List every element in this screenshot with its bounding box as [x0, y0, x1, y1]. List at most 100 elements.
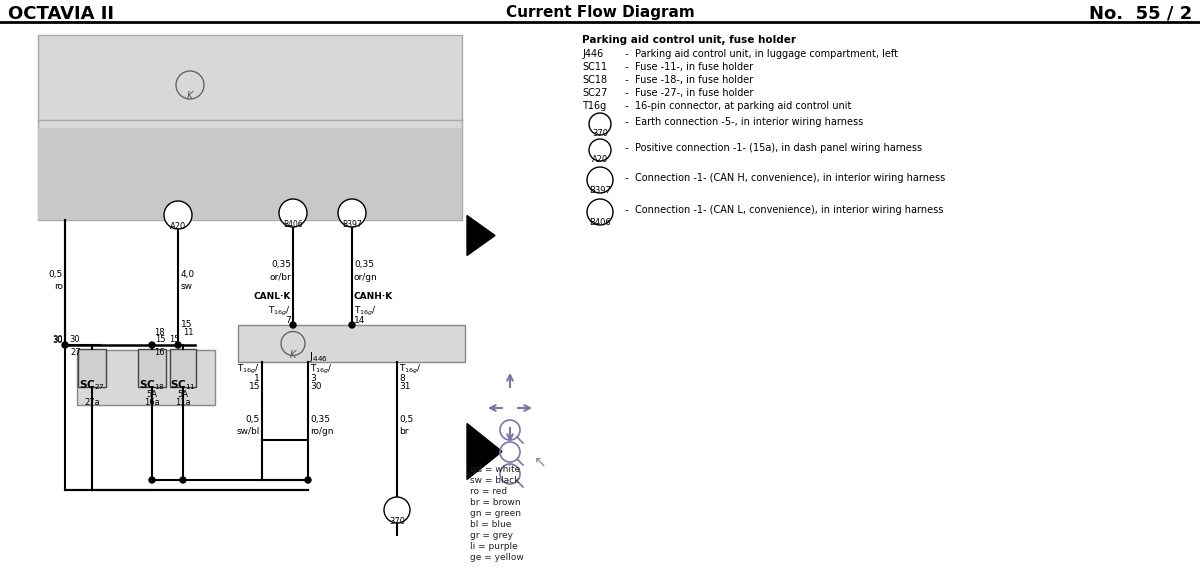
Text: 15: 15	[181, 320, 192, 329]
Text: 3: 3	[310, 374, 316, 383]
Text: SC18: SC18	[582, 75, 607, 85]
Text: Current Flow Diagram: Current Flow Diagram	[505, 5, 695, 20]
Text: K: K	[290, 350, 296, 360]
Text: 31: 31	[398, 382, 410, 391]
Text: ge = yellow: ge = yellow	[470, 553, 523, 562]
Text: br: br	[398, 427, 408, 436]
Bar	[78, 349, 106, 387]
Circle shape	[62, 342, 68, 348]
Polygon shape	[467, 215, 496, 255]
Text: 0,35: 0,35	[271, 260, 292, 269]
Circle shape	[176, 71, 204, 99]
Text: gr = grey: gr = grey	[470, 531, 514, 540]
Text: or/br: or/br	[269, 273, 292, 282]
Text: OCTAVIA II: OCTAVIA II	[8, 5, 114, 23]
Circle shape	[164, 201, 192, 229]
Text: -  Connection -1- (CAN L, convenience), in interior wiring harness: - Connection -1- (CAN L, convenience), i…	[619, 205, 943, 215]
Text: ro: ro	[54, 282, 64, 291]
Text: CANH·K: CANH·K	[354, 292, 394, 301]
Text: -  Fuse -11-, in fuse holder: - Fuse -11-, in fuse holder	[619, 62, 754, 72]
Circle shape	[338, 199, 366, 227]
Text: 16: 16	[154, 348, 164, 357]
Circle shape	[589, 113, 611, 135]
Text: 0,5: 0,5	[398, 415, 413, 424]
Bar	[38, 127, 462, 220]
Text: -  Earth connection -5-, in interior wiring harness: - Earth connection -5-, in interior wiri…	[619, 117, 863, 127]
Text: 0,35: 0,35	[354, 260, 374, 269]
Text: T$_{16g}$/: T$_{16g}$/	[398, 363, 422, 376]
Text: 15: 15	[155, 335, 166, 344]
Text: ro = red: ro = red	[470, 487, 508, 496]
Text: A20: A20	[592, 155, 608, 164]
Text: 30: 30	[53, 335, 64, 344]
Text: 15: 15	[248, 382, 260, 391]
Bar	[170, 349, 196, 387]
Text: 370: 370	[389, 517, 406, 526]
Circle shape	[281, 332, 305, 356]
Text: ↖: ↖	[534, 455, 546, 470]
Text: or/gn: or/gn	[354, 273, 378, 282]
Text: sw/bl: sw/bl	[236, 427, 260, 436]
Text: B406: B406	[589, 218, 611, 227]
Text: T$_{16g}$/: T$_{16g}$/	[238, 363, 260, 376]
Text: T$_{16g}$/: T$_{16g}$/	[310, 363, 332, 376]
Text: 0,5: 0,5	[246, 415, 260, 424]
Bar	[138, 349, 166, 387]
Text: 5A: 5A	[146, 390, 157, 399]
Text: B397: B397	[342, 220, 362, 229]
Text: 1: 1	[254, 374, 260, 383]
Text: T$_{16g}$/: T$_{16g}$/	[268, 305, 292, 318]
Text: -  Parking aid control unit, in luggage compartment, left: - Parking aid control unit, in luggage c…	[619, 49, 898, 59]
Circle shape	[175, 342, 181, 348]
Text: Parking aid control unit, fuse holder: Parking aid control unit, fuse holder	[582, 35, 796, 45]
Text: CANL·K: CANL·K	[253, 292, 292, 301]
Text: 27a: 27a	[84, 398, 100, 407]
Text: SC$_{27}$: SC$_{27}$	[79, 378, 104, 392]
Text: sw: sw	[181, 282, 193, 291]
Bar	[38, 35, 462, 220]
Circle shape	[278, 199, 307, 227]
Text: 7: 7	[286, 316, 292, 325]
Text: ro/gn: ro/gn	[310, 427, 334, 436]
Text: No.  55 / 2: No. 55 / 2	[1088, 5, 1192, 23]
Text: B406: B406	[283, 220, 302, 229]
Text: -  Connection -1- (CAN H, convenience), in interior wiring harness: - Connection -1- (CAN H, convenience), i…	[619, 173, 946, 183]
Bar	[238, 325, 466, 362]
Text: 16a: 16a	[144, 398, 160, 407]
Text: -  Fuse -18-, in fuse holder: - Fuse -18-, in fuse holder	[619, 75, 754, 85]
Text: 15: 15	[169, 335, 180, 344]
Circle shape	[349, 322, 355, 328]
Circle shape	[180, 477, 186, 483]
Circle shape	[384, 497, 410, 523]
Text: -  16-pin connector, at parking aid control unit: - 16-pin connector, at parking aid contr…	[619, 101, 851, 111]
Circle shape	[149, 477, 155, 483]
Text: br = brown: br = brown	[470, 498, 521, 507]
Bar	[77, 350, 215, 405]
Text: K: K	[187, 91, 193, 101]
Text: -  Positive connection -1- (15a), in dash panel wiring harness: - Positive connection -1- (15a), in dash…	[619, 143, 922, 153]
Text: 4,0: 4,0	[181, 270, 196, 279]
Text: 30: 30	[53, 336, 64, 345]
Text: -  Fuse -27-, in fuse holder: - Fuse -27-, in fuse holder	[619, 88, 754, 98]
Circle shape	[305, 477, 311, 483]
Text: A20: A20	[170, 222, 186, 231]
Text: 11: 11	[182, 328, 193, 337]
Text: sw = black: sw = black	[470, 476, 520, 485]
Text: 370: 370	[592, 129, 608, 138]
Circle shape	[587, 199, 613, 225]
Text: li = purple: li = purple	[470, 542, 517, 551]
Text: bl = blue: bl = blue	[470, 520, 511, 529]
Text: SC27: SC27	[582, 88, 607, 98]
Text: SC$_{11}$: SC$_{11}$	[170, 378, 196, 392]
Text: 11a: 11a	[175, 398, 191, 407]
Text: 0,35: 0,35	[310, 415, 330, 424]
Text: SC11: SC11	[582, 62, 607, 72]
Text: 0,5: 0,5	[49, 270, 64, 279]
Text: gn = green: gn = green	[470, 509, 521, 518]
Circle shape	[589, 139, 611, 161]
Text: J$_{446}$: J$_{446}$	[310, 350, 328, 365]
Text: 14: 14	[354, 316, 365, 325]
Text: 30: 30	[310, 382, 322, 391]
Text: J446: J446	[582, 49, 604, 59]
Circle shape	[587, 167, 613, 193]
